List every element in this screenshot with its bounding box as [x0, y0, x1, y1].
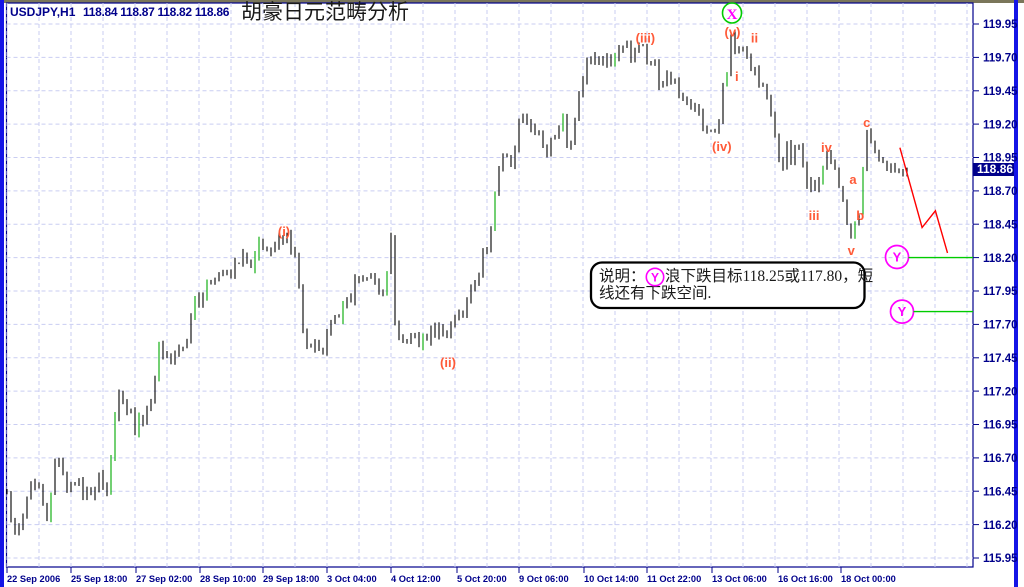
svg-text:27 Sep 02:00: 27 Sep 02:00: [136, 574, 192, 584]
svg-text:v: v: [848, 243, 856, 258]
svg-text:118.86: 118.86: [977, 162, 1013, 176]
svg-text:118.45: 118.45: [983, 219, 1018, 231]
svg-text:117.45: 117.45: [983, 353, 1018, 365]
svg-text:117.70: 117.70: [983, 320, 1018, 332]
svg-text:i: i: [735, 69, 739, 84]
svg-text:iii: iii: [809, 208, 820, 223]
svg-text:5 Oct 20:00: 5 Oct 20:00: [457, 574, 507, 584]
svg-text:116.70: 116.70: [983, 453, 1018, 465]
svg-text:X: X: [727, 7, 738, 23]
svg-text:Y: Y: [898, 304, 907, 319]
svg-text:117.20: 117.20: [983, 386, 1018, 398]
svg-text:Y: Y: [893, 250, 902, 265]
svg-text:4 Oct 12:00: 4 Oct 12:00: [391, 574, 441, 584]
svg-text:118.84 118.87 118.82 118.86: 118.84 118.87 118.82 118.86: [83, 5, 230, 19]
svg-text:(iii): (iii): [636, 30, 656, 45]
svg-text:25 Sep 18:00: 25 Sep 18:00: [71, 574, 127, 584]
svg-text:22 Sep 2006: 22 Sep 2006: [7, 574, 60, 584]
svg-text:18 Oct 00:00: 18 Oct 00:00: [841, 574, 896, 584]
svg-text:119.70: 119.70: [983, 53, 1018, 65]
svg-text:Y: Y: [651, 271, 659, 285]
svg-text:b: b: [856, 208, 864, 223]
svg-text:ii: ii: [751, 30, 758, 45]
svg-text:29 Sep 18:00: 29 Sep 18:00: [263, 574, 319, 584]
svg-text:USDJPY,H1: USDJPY,H1: [10, 5, 76, 19]
svg-text:胡豪日元范畴分析: 胡豪日元范畴分析: [241, 0, 409, 24]
svg-text:116.95: 116.95: [983, 420, 1018, 432]
svg-text:16 Oct 16:00: 16 Oct 16:00: [778, 574, 833, 584]
svg-text:3 Oct 04:00: 3 Oct 04:00: [327, 574, 377, 584]
svg-text:115.95: 115.95: [983, 553, 1018, 565]
svg-text:说明：: 说明：: [599, 267, 646, 285]
svg-text:a: a: [849, 172, 857, 187]
svg-text:118.20: 118.20: [983, 253, 1018, 265]
svg-text:119.45: 119.45: [983, 86, 1018, 98]
svg-text:9 Oct 06:00: 9 Oct 06:00: [519, 574, 569, 584]
svg-text:(i): (i): [278, 224, 290, 239]
svg-text:118.70: 118.70: [983, 186, 1018, 198]
svg-text:10 Oct 14:00: 10 Oct 14:00: [584, 574, 639, 584]
svg-text:浪下跌目标118.25或117.80，短: 浪下跌目标118.25或117.80，短: [665, 267, 873, 285]
svg-text:11 Oct 22:00: 11 Oct 22:00: [647, 574, 701, 584]
svg-text:(v): (v): [725, 25, 741, 40]
svg-text:(ii): (ii): [440, 355, 456, 370]
svg-text:119.95: 119.95: [983, 19, 1018, 31]
svg-text:(iv): (iv): [712, 139, 732, 154]
svg-text:28 Sep 10:00: 28 Sep 10:00: [200, 574, 256, 584]
svg-text:116.20: 116.20: [983, 520, 1018, 532]
svg-text:117.95: 117.95: [983, 286, 1018, 298]
svg-text:线还有下跌空间.: 线还有下跌空间.: [599, 284, 711, 302]
svg-text:119.20: 119.20: [983, 119, 1018, 131]
svg-text:c: c: [863, 115, 870, 130]
svg-text:13 Oct 06:00: 13 Oct 06:00: [712, 574, 767, 584]
svg-text:iv: iv: [821, 140, 833, 155]
svg-text:116.45: 116.45: [983, 486, 1018, 498]
